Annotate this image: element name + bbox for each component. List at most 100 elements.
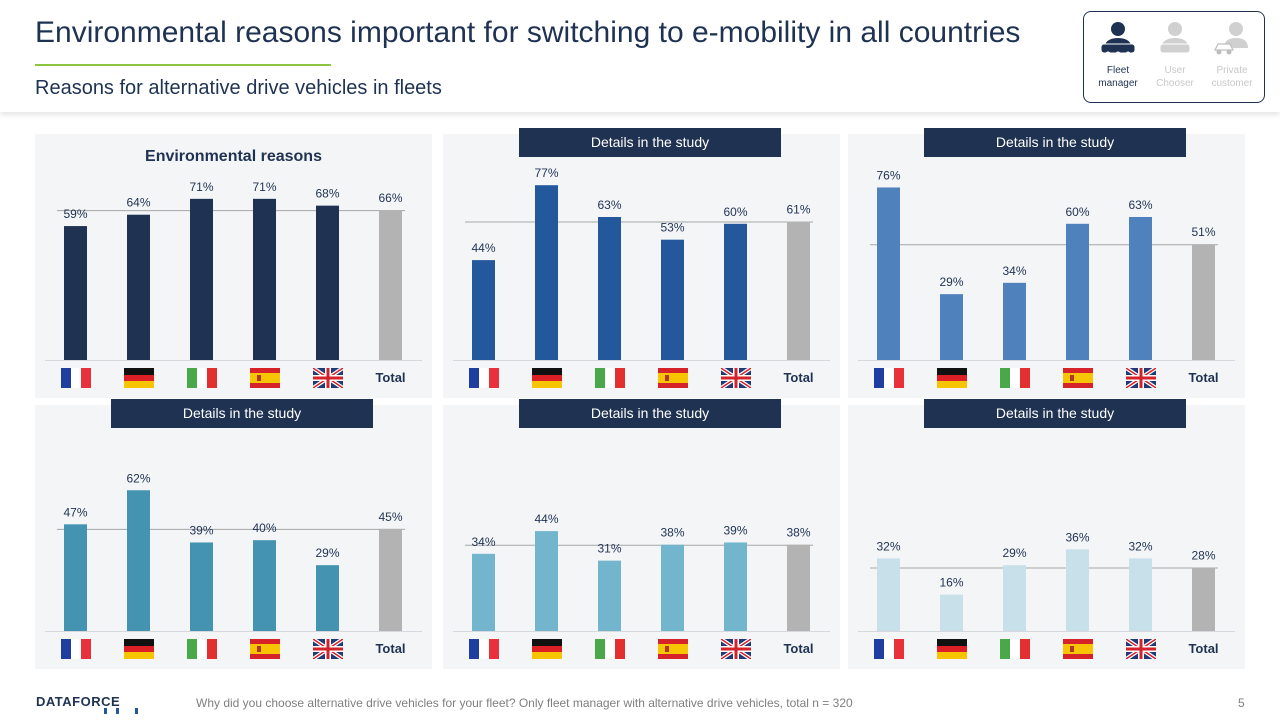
bar-total xyxy=(379,210,402,360)
data-label: 68% xyxy=(315,187,339,201)
flag-spain-icon xyxy=(249,639,280,659)
bar-italy xyxy=(1003,565,1026,631)
page-subtitle: Reasons for alternative drive vehicles i… xyxy=(35,77,442,99)
bar-total xyxy=(379,528,402,631)
flag-spain-icon xyxy=(1062,368,1093,388)
data-label: 76% xyxy=(876,168,900,182)
bar-italy xyxy=(598,216,621,360)
persona-label: Private customer xyxy=(1211,65,1253,89)
flag-united-kingdom-icon xyxy=(720,368,751,388)
flag-united-kingdom-icon xyxy=(720,639,751,659)
data-label: 38% xyxy=(660,526,684,540)
flag-germany-icon xyxy=(936,639,967,659)
bar-spain xyxy=(253,540,276,631)
total-label: Total xyxy=(783,370,814,385)
chart-panel-3: Details in the study 76% 29% 34% 60% 63% 51% T… xyxy=(848,128,1245,398)
page-number: 5 xyxy=(1238,696,1245,710)
bar-france xyxy=(64,524,87,631)
details-tag[interactable]: Details in the study xyxy=(111,399,373,428)
data-label: 60% xyxy=(1065,205,1089,219)
data-label: 66% xyxy=(378,191,402,205)
bar-united-kingdom xyxy=(724,542,747,631)
bar-italy xyxy=(1003,282,1026,360)
details-tag[interactable]: Details in the study xyxy=(924,128,1186,157)
footnote: Why did you choose alternative drive veh… xyxy=(196,696,853,710)
bar-chart: 34% 44% 31% 38% 39% 38% xyxy=(453,512,830,632)
details-tag[interactable]: Details in the study xyxy=(519,128,781,157)
bar-france xyxy=(64,226,87,360)
details-tag[interactable]: Details in the study xyxy=(519,399,781,428)
dataforce-logo: DATAFORCE xyxy=(36,694,121,709)
flag-italy-icon xyxy=(999,368,1030,388)
bar-germany xyxy=(940,594,963,631)
chart-title: Environmental reasons xyxy=(145,148,322,165)
details-tag[interactable]: Details in the study xyxy=(924,399,1186,428)
bar-chart: 44% 77% 63% 53% 60% 61% xyxy=(453,166,830,361)
data-label: 51% xyxy=(1191,225,1215,239)
data-label: 63% xyxy=(1128,198,1152,212)
bar-chart: 32% 16% 29% 36% 32% 28% xyxy=(858,530,1235,632)
persona-private-customer[interactable]: Private customer xyxy=(1204,20,1260,90)
data-label: 62% xyxy=(126,471,150,485)
bar-total xyxy=(787,221,810,360)
data-label: 61% xyxy=(786,203,810,217)
data-label: 71% xyxy=(252,180,276,194)
flag-germany-icon xyxy=(531,368,562,388)
bar-total xyxy=(787,544,810,631)
persona-label: Fleet manager xyxy=(1098,65,1138,89)
logo-bars-icon xyxy=(104,708,138,714)
persona-label: User Chooser xyxy=(1156,65,1194,89)
data-label: 47% xyxy=(63,505,87,519)
flag-france-icon xyxy=(873,639,904,659)
flag-france-icon xyxy=(873,368,904,388)
total-label: Total xyxy=(1188,641,1219,656)
total-label: Total xyxy=(783,641,814,656)
flag-france-icon xyxy=(468,368,499,388)
bar-spain xyxy=(1066,549,1089,631)
flag-united-kingdom-icon xyxy=(312,368,343,388)
chart-panel-4: Details in the study 47% 62% 39% 40% 29% 45% T… xyxy=(35,399,432,669)
chart-panel-5: Details in the study 34% 44% 31% 38% 39% 38% T… xyxy=(443,399,840,669)
bar-united-kingdom xyxy=(724,223,747,360)
total-label: Total xyxy=(375,641,406,656)
data-label: 29% xyxy=(1002,546,1026,560)
flag-germany-icon xyxy=(936,368,967,388)
data-label: 34% xyxy=(1002,264,1026,278)
bar-france xyxy=(877,187,900,360)
bar-germany xyxy=(535,185,558,360)
persona-fleet-manager[interactable]: Fleet manager xyxy=(1090,20,1146,90)
bar-spain xyxy=(661,239,684,360)
private-customer-icon xyxy=(1214,22,1248,55)
data-label: 29% xyxy=(939,275,963,289)
bar-germany xyxy=(535,531,558,631)
flag-france-icon xyxy=(468,639,499,659)
total-label: Total xyxy=(375,370,406,385)
bar-spain xyxy=(661,544,684,631)
bar-united-kingdom xyxy=(316,565,339,631)
user-chooser-icon xyxy=(1159,22,1191,54)
data-label: 64% xyxy=(126,196,150,210)
bar-chart: 76% 29% 34% 60% 63% 51% xyxy=(858,168,1235,361)
data-label: 36% xyxy=(1065,530,1089,544)
flag-italy-icon xyxy=(999,639,1030,659)
bar-germany xyxy=(940,294,963,360)
flag-france-icon xyxy=(60,639,91,659)
bar-germany xyxy=(127,490,150,631)
bar-france xyxy=(472,260,495,360)
bar-total xyxy=(1192,567,1215,631)
data-label: 40% xyxy=(252,521,276,535)
data-label: 63% xyxy=(597,198,621,212)
data-label: 32% xyxy=(876,539,900,553)
flag-germany-icon xyxy=(531,639,562,659)
persona-user-chooser[interactable]: User Chooser xyxy=(1147,20,1203,90)
flag-spain-icon xyxy=(657,368,688,388)
persona-selector: Fleet manager User Chooser Private custo… xyxy=(1083,11,1265,103)
bar-france xyxy=(877,558,900,631)
data-label: 32% xyxy=(1128,539,1152,553)
bar-france xyxy=(472,553,495,631)
data-label: 39% xyxy=(723,523,747,537)
bar-total xyxy=(1192,244,1215,360)
data-label: 44% xyxy=(534,512,558,526)
data-label: 60% xyxy=(723,205,747,219)
flag-italy-icon xyxy=(186,639,217,659)
